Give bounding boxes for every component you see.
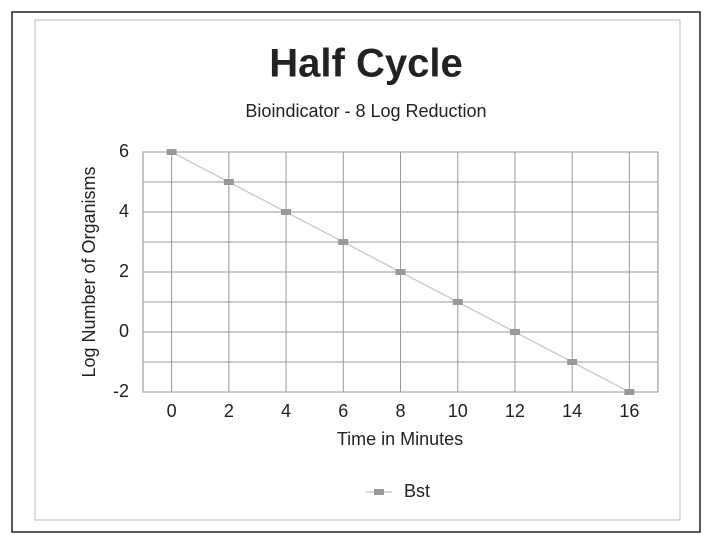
x-tick-label: 10 [448,401,468,421]
point-marker [452,299,463,305]
point-marker [338,239,349,245]
y-tick-label: 6 [119,141,129,161]
x-tick-label: 2 [224,401,234,421]
y-tick-label: -2 [113,381,129,401]
point-marker [567,359,578,365]
chart-subtitle: Bioindicator - 8 Log Reduction [245,101,486,121]
point-marker [624,389,635,395]
point-marker [509,329,520,335]
x-tick-label: 14 [562,401,582,421]
y-axis-label: Log Number of Organisms [79,166,99,377]
point-marker [166,149,177,155]
x-axis-label: Time in Minutes [337,429,463,449]
x-tick-label: 16 [619,401,639,421]
y-tick-label: 2 [119,261,129,281]
x-tick-label: 0 [167,401,177,421]
x-tick-label: 4 [281,401,291,421]
point-marker [395,269,406,275]
legend-marker [374,489,384,495]
y-tick-label: 0 [119,321,129,341]
x-tick-label: 12 [505,401,525,421]
y-tick-label: 4 [119,201,129,221]
point-marker [281,209,292,215]
chart-title: Half Cycle [269,42,462,86]
x-tick-label: 6 [338,401,348,421]
legend-label: Bst [404,481,430,501]
point-marker [223,179,234,185]
x-tick-label: 8 [395,401,405,421]
